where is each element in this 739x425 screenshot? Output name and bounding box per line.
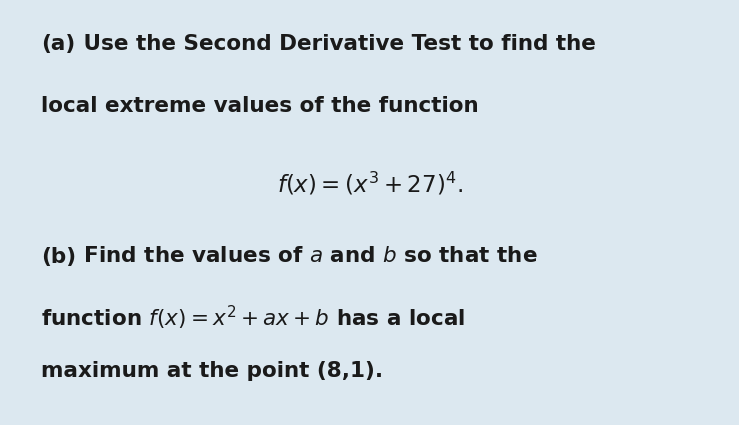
Text: (a): (a)	[41, 34, 75, 54]
Text: (b): (b)	[41, 246, 76, 266]
Text: maximum at the point (8,1).: maximum at the point (8,1).	[41, 361, 383, 381]
Text: Use the Second Derivative Test to find the: Use the Second Derivative Test to find t…	[76, 34, 596, 54]
Text: Find the values of $a$ and $b$ so that the: Find the values of $a$ and $b$ so that t…	[76, 246, 538, 266]
Text: $f(x) = (x^3 + 27)^4.$: $f(x) = (x^3 + 27)^4.$	[276, 170, 463, 197]
Text: local extreme values of the function: local extreme values of the function	[41, 96, 478, 116]
Text: function $f(x) = x^2 + ax + b$ has a local: function $f(x) = x^2 + ax + b$ has a loc…	[41, 304, 465, 332]
